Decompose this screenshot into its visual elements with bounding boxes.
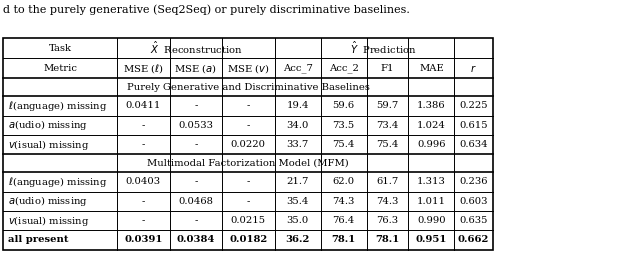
- Text: 19.4: 19.4: [286, 101, 309, 110]
- Text: 21.7: 21.7: [287, 178, 308, 186]
- Bar: [3, 38, 493, 250]
- Text: -: -: [141, 121, 145, 130]
- Text: $\hat{X}$  Reconstruction: $\hat{X}$ Reconstruction: [150, 40, 242, 56]
- Text: 0.0391: 0.0391: [124, 236, 163, 244]
- Text: Purely Generative and Discriminative Baselines: Purely Generative and Discriminative Bas…: [127, 83, 369, 92]
- Text: $\ell$(anguage) missing: $\ell$(anguage) missing: [8, 99, 108, 113]
- Text: MSE ($\ell$): MSE ($\ell$): [123, 62, 164, 75]
- Text: 1.386: 1.386: [417, 101, 445, 110]
- Text: 0.0411: 0.0411: [125, 101, 161, 110]
- Text: -: -: [141, 140, 145, 149]
- Text: $\ell$(anguage) missing: $\ell$(anguage) missing: [8, 175, 108, 189]
- Text: d to the purely generative (Seq2Seq) or purely discriminative baselines.: d to the purely generative (Seq2Seq) or …: [3, 4, 410, 15]
- Text: 0.0220: 0.0220: [231, 140, 266, 149]
- Text: 35.4: 35.4: [287, 197, 308, 206]
- Text: 0.996: 0.996: [417, 140, 445, 149]
- Text: $v$(isual) missing: $v$(isual) missing: [8, 214, 90, 228]
- Text: 75.4: 75.4: [376, 140, 399, 149]
- Text: 59.7: 59.7: [376, 101, 399, 110]
- Text: F1: F1: [381, 64, 394, 73]
- Text: 0.0384: 0.0384: [177, 236, 215, 244]
- Text: 0.236: 0.236: [460, 178, 488, 186]
- Text: MSE ($v$): MSE ($v$): [227, 62, 269, 75]
- Text: 34.0: 34.0: [287, 121, 308, 130]
- Text: 1.024: 1.024: [417, 121, 446, 130]
- Text: 61.7: 61.7: [376, 178, 399, 186]
- Text: Task: Task: [49, 44, 72, 53]
- Text: 0.951: 0.951: [415, 236, 447, 244]
- Text: 78.1: 78.1: [376, 236, 399, 244]
- Text: 0.0215: 0.0215: [231, 216, 266, 225]
- Text: $a$(udio) missing: $a$(udio) missing: [8, 194, 88, 208]
- Text: 1.011: 1.011: [417, 197, 446, 206]
- Text: 33.7: 33.7: [287, 140, 308, 149]
- Text: $r$: $r$: [470, 63, 477, 74]
- Text: Multimodal Factorization Model (MFM): Multimodal Factorization Model (MFM): [147, 159, 349, 168]
- Text: -: -: [194, 178, 198, 186]
- Text: all present: all present: [8, 236, 69, 244]
- Text: -: -: [141, 216, 145, 225]
- Text: -: -: [194, 101, 198, 110]
- Text: 73.4: 73.4: [376, 121, 399, 130]
- Text: 0.225: 0.225: [460, 101, 488, 110]
- Text: -: -: [246, 101, 250, 110]
- Text: MAE: MAE: [419, 64, 444, 73]
- Text: 59.6: 59.6: [333, 101, 355, 110]
- Text: Acc_2: Acc_2: [329, 63, 358, 73]
- Text: -: -: [246, 121, 250, 130]
- Text: 35.0: 35.0: [287, 216, 308, 225]
- Text: -: -: [194, 140, 198, 149]
- Text: 78.1: 78.1: [332, 236, 356, 244]
- Text: 0.635: 0.635: [460, 216, 488, 225]
- Text: 0.603: 0.603: [460, 197, 488, 206]
- Text: MSE ($a$): MSE ($a$): [175, 62, 217, 75]
- Text: $a$(udio) missing: $a$(udio) missing: [8, 118, 88, 132]
- Text: -: -: [246, 178, 250, 186]
- Text: 0.0182: 0.0182: [229, 236, 268, 244]
- Text: 0.0533: 0.0533: [179, 121, 213, 130]
- Text: 1.313: 1.313: [417, 178, 446, 186]
- Text: -: -: [141, 197, 145, 206]
- Text: 36.2: 36.2: [285, 236, 310, 244]
- Text: 0.615: 0.615: [460, 121, 488, 130]
- Text: 0.662: 0.662: [458, 236, 490, 244]
- Text: 62.0: 62.0: [333, 178, 355, 186]
- Text: Acc_7: Acc_7: [283, 63, 312, 73]
- Text: $\hat{Y}$  Prediction: $\hat{Y}$ Prediction: [351, 40, 417, 56]
- Text: 0.0403: 0.0403: [126, 178, 161, 186]
- Text: 76.3: 76.3: [376, 216, 399, 225]
- Text: Metric: Metric: [43, 64, 77, 73]
- Text: 75.4: 75.4: [333, 140, 355, 149]
- Text: 0.0468: 0.0468: [179, 197, 213, 206]
- Text: -: -: [194, 216, 198, 225]
- Text: 76.4: 76.4: [333, 216, 355, 225]
- Text: $v$(isual) missing: $v$(isual) missing: [8, 138, 90, 152]
- Text: 0.990: 0.990: [417, 216, 445, 225]
- Text: 73.5: 73.5: [333, 121, 355, 130]
- Text: 74.3: 74.3: [333, 197, 355, 206]
- Text: 74.3: 74.3: [376, 197, 399, 206]
- Text: 0.634: 0.634: [460, 140, 488, 149]
- Text: -: -: [246, 197, 250, 206]
